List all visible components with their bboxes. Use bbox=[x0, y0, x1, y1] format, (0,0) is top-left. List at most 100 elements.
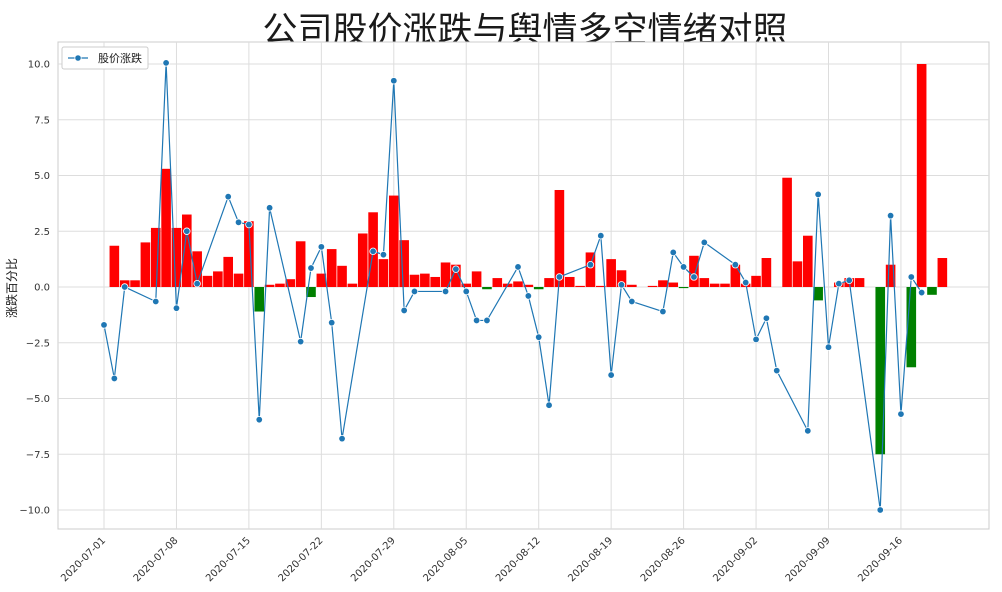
y-tick-label: −5.0 bbox=[26, 394, 50, 405]
line-point bbox=[410, 287, 419, 296]
x-tick-label: 2020-07-01 bbox=[59, 535, 108, 584]
line-point bbox=[514, 263, 522, 271]
line-point bbox=[659, 307, 667, 316]
bar bbox=[420, 273, 430, 287]
bar bbox=[182, 214, 192, 287]
bar bbox=[689, 255, 699, 287]
bar bbox=[389, 195, 399, 287]
bar bbox=[544, 278, 554, 287]
y-axis-label: 涨跌百分比 bbox=[4, 258, 19, 318]
bar bbox=[223, 256, 233, 287]
line-point bbox=[586, 261, 595, 269]
bar bbox=[316, 273, 327, 287]
bar bbox=[761, 258, 772, 287]
line-point bbox=[804, 427, 812, 435]
bar bbox=[150, 227, 161, 287]
bar bbox=[585, 252, 596, 287]
line-point bbox=[317, 243, 326, 251]
line-point bbox=[265, 204, 274, 212]
bar bbox=[658, 280, 668, 287]
bar bbox=[409, 274, 420, 287]
y-tick-label: 7.5 bbox=[34, 115, 50, 126]
line-point bbox=[824, 343, 833, 351]
bar bbox=[803, 235, 813, 287]
line-point bbox=[886, 211, 895, 220]
bar bbox=[513, 281, 523, 287]
line-point bbox=[172, 304, 181, 312]
bar bbox=[399, 240, 409, 287]
line-point bbox=[545, 401, 553, 409]
legend-box bbox=[61, 46, 149, 70]
y-tick-label: 2.5 bbox=[34, 227, 50, 238]
bar-layer bbox=[109, 64, 948, 455]
legend-marker-swatch bbox=[74, 54, 82, 62]
line-point bbox=[917, 288, 926, 297]
x-tick-label: 2020-08-26 bbox=[639, 535, 688, 584]
bar bbox=[285, 279, 296, 287]
line-point bbox=[731, 261, 740, 269]
legend-entry-label: 股价涨跌 bbox=[98, 51, 142, 65]
line-point bbox=[307, 264, 315, 272]
line-point bbox=[762, 314, 771, 322]
bar bbox=[647, 285, 658, 287]
y-tick-label: 5.0 bbox=[34, 171, 50, 182]
bar bbox=[295, 241, 306, 287]
x-tick-label: 2020-08-05 bbox=[421, 535, 470, 584]
line-point bbox=[845, 276, 853, 285]
y-tick-label: −7.5 bbox=[26, 450, 50, 461]
bar bbox=[482, 287, 492, 290]
bar bbox=[730, 264, 741, 287]
bar bbox=[306, 287, 316, 298]
x-tick-label: 2020-08-19 bbox=[566, 535, 615, 584]
line-point bbox=[483, 316, 491, 325]
line-point bbox=[152, 297, 160, 306]
y-tick-label: −10.0 bbox=[19, 506, 50, 517]
bar bbox=[254, 287, 265, 312]
bar bbox=[616, 270, 627, 287]
x-tick-label: 2020-08-12 bbox=[494, 535, 543, 584]
bar bbox=[440, 262, 451, 287]
bar bbox=[533, 287, 544, 290]
line-point bbox=[255, 415, 263, 424]
bar bbox=[916, 64, 927, 287]
x-tick-label: 2020-09-02 bbox=[711, 535, 760, 584]
line-point bbox=[100, 321, 108, 329]
bar bbox=[347, 283, 358, 287]
bar bbox=[751, 275, 761, 287]
bar bbox=[357, 233, 368, 287]
bar bbox=[678, 287, 689, 289]
line-point bbox=[700, 238, 708, 247]
x-tick-label: 2020-07-15 bbox=[204, 535, 253, 584]
line-point bbox=[835, 279, 843, 288]
bar bbox=[854, 278, 865, 287]
line-point bbox=[338, 434, 346, 443]
x-tick-label: 2020-09-16 bbox=[856, 535, 905, 584]
bar bbox=[161, 168, 171, 287]
bar bbox=[699, 278, 710, 287]
line-point bbox=[679, 263, 688, 271]
bar bbox=[461, 283, 472, 287]
line-point bbox=[462, 287, 470, 296]
line-point bbox=[224, 192, 232, 201]
line-point bbox=[897, 410, 905, 418]
bar bbox=[451, 264, 461, 287]
bar bbox=[140, 242, 151, 287]
bar bbox=[782, 177, 792, 287]
bar bbox=[813, 287, 823, 301]
line-point bbox=[472, 316, 481, 325]
line-point bbox=[193, 279, 201, 288]
bar bbox=[668, 282, 679, 287]
bar bbox=[378, 259, 389, 287]
y-tick-label: −2.5 bbox=[26, 338, 50, 349]
bar bbox=[906, 287, 917, 368]
line-point bbox=[234, 218, 243, 227]
bar bbox=[264, 284, 275, 287]
line-point bbox=[452, 265, 460, 273]
bar bbox=[575, 285, 585, 287]
line-point bbox=[441, 287, 450, 296]
line-point bbox=[628, 297, 636, 306]
x-tick-label: 2020-07-29 bbox=[349, 535, 398, 584]
bar bbox=[709, 283, 720, 287]
